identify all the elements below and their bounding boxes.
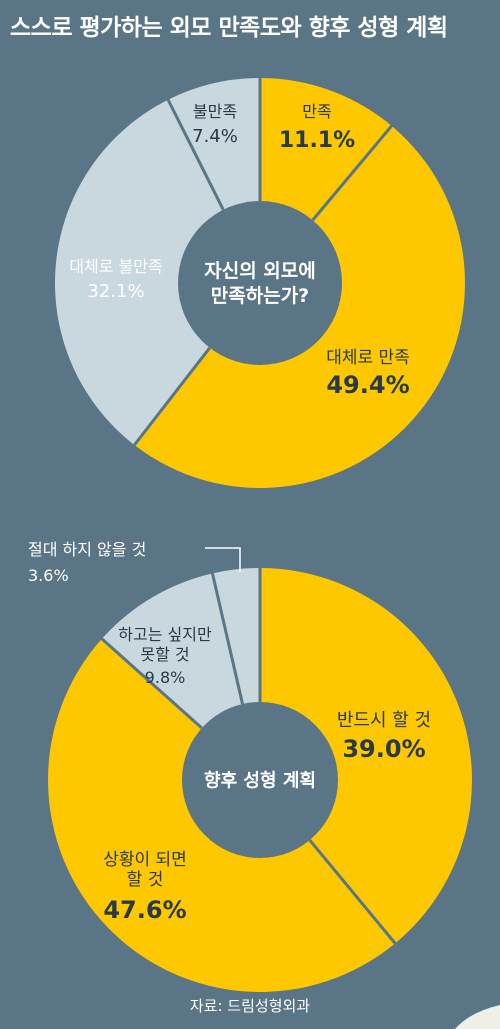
slice-separator xyxy=(132,346,211,447)
slice-label: 절대 하지 않을 것 xyxy=(28,540,146,559)
slice-label: 대체로 만족 xyxy=(326,348,410,368)
slice-value-label: 9.8% xyxy=(145,668,186,687)
donut-hole xyxy=(182,702,338,858)
center-title-line: 만족하는가? xyxy=(211,285,309,307)
slice-value-label: 39.0% xyxy=(342,735,425,763)
slice-separator xyxy=(308,839,397,946)
donut-chart-2: 향후 성형 계획 반드시 할 것 39.0% 상황이 되면할 것 47.6% 하고는 싶지… xyxy=(28,540,472,992)
slice-label: 상황이 되면 xyxy=(103,850,187,870)
slice-separator xyxy=(210,572,244,705)
slice-value-label: 7.4% xyxy=(192,126,238,147)
corner-decoration xyxy=(455,1005,500,1029)
chart-title: 스스로 평가하는 외모 만족도와 향후 성형 계획 xyxy=(10,15,448,41)
slice-label: 하고는 싶지만 xyxy=(118,625,212,644)
slice-separator xyxy=(166,98,225,211)
center-title-line: 향후 성형 계획 xyxy=(204,770,316,791)
slice-value-label: 32.1% xyxy=(87,281,144,302)
pie-slice xyxy=(260,568,472,944)
slice-label: 만족 xyxy=(302,102,331,121)
slice-label: 할 것 xyxy=(127,870,164,890)
donut-hole xyxy=(178,201,342,365)
slice-label: 반드시 할 것 xyxy=(337,710,431,731)
slice-value-label: 47.6% xyxy=(103,896,186,924)
slice-separator xyxy=(311,124,394,222)
slice-label: 대체로 불만족 xyxy=(69,257,162,276)
center-title-line: 자신의 외모에 xyxy=(204,260,316,282)
slice-value-label: 3.6% xyxy=(28,566,69,585)
slice-label: 못할 것 xyxy=(140,645,189,664)
leader-line xyxy=(205,547,241,572)
pie-slice xyxy=(54,99,260,445)
slice-value-label: 49.4% xyxy=(326,371,409,399)
slice-label: 불만족 xyxy=(193,102,237,121)
slice-value-label: 11.1% xyxy=(279,128,355,153)
slice-separator xyxy=(100,637,203,730)
source-note: 자료: 드림성형외과 xyxy=(189,997,311,1015)
